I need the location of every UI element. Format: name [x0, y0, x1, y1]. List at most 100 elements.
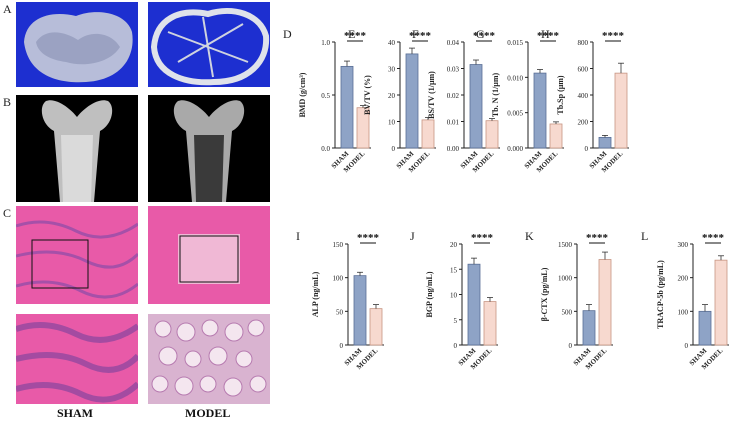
chart-i-sig-label: **** — [357, 232, 380, 244]
chart-k-bar-sham — [582, 310, 596, 346]
chart-g-bar-sham — [533, 72, 547, 149]
chart-e-sig-label: **** — [409, 30, 432, 42]
chart-j-bar-model — [483, 301, 497, 346]
chart-d-tick-label: 1.0 — [321, 39, 330, 47]
chart-e-ylabel: BV/TV (%) — [363, 75, 372, 115]
chart-g-panel-label: G — [476, 27, 485, 41]
chart-h-bar-sham — [598, 136, 612, 149]
chart-k-sig-label: **** — [586, 232, 609, 244]
chart-e-tick-label: 30 — [388, 66, 396, 74]
chart-e-tick-label: 0 — [392, 145, 396, 153]
chart-h-sig-label: **** — [602, 30, 625, 42]
chart-j-tick-label: 10 — [450, 292, 458, 300]
chart-j-tick-label: 20 — [450, 241, 458, 249]
chart-k-tick-label: 0 — [569, 342, 573, 350]
he-model-zoom-texture — [151, 319, 267, 397]
chart-d-panel-label: D — [283, 27, 292, 41]
chart-l-bar-model — [714, 259, 728, 346]
chart-f-tick-label: 0.03 — [447, 66, 460, 74]
chart-g-sig-label: **** — [537, 30, 560, 42]
chart-e-bar-sham — [405, 53, 419, 149]
he-model-texture — [178, 234, 240, 284]
chart-k-tick-label: 500 — [562, 308, 573, 316]
chart-d-sig-label: **** — [344, 30, 367, 42]
chart-l-sig-label: **** — [702, 232, 725, 244]
chart-i-tick-label: 0 — [340, 342, 344, 350]
chart-i-tick-label: 100 — [333, 275, 344, 283]
chart-i-bar-model — [369, 308, 383, 346]
chart-f-tick-label: 0.01 — [447, 119, 460, 127]
chart-f-tick-label: 0.00 — [447, 145, 460, 153]
chart-e-bar-model — [421, 119, 435, 149]
chart-l-tick-label: 100 — [678, 308, 689, 316]
xray-sham-image — [16, 95, 138, 202]
panel-label-c: C — [3, 206, 12, 220]
microct-sham-bone — [24, 12, 133, 83]
panel-label-b: B — [3, 95, 12, 109]
chart-j-tick-label: 0 — [454, 342, 458, 350]
chart-f-ylabel: BS/TV (1/μm) — [427, 71, 436, 119]
chart-h-ylabel: Tb.Sp (μm) — [556, 75, 565, 115]
chart-f-bar-sham — [469, 64, 483, 149]
chart-h-tick-label: 200 — [578, 119, 589, 127]
chart-h-panel-label: H — [541, 27, 550, 41]
chart-j-tick-label: 15 — [450, 266, 458, 274]
microct-model-image — [148, 2, 270, 87]
chart-e-tick-label: 10 — [388, 119, 396, 127]
chart-i-panel-label: I — [296, 229, 300, 243]
chart-l-tick-label: 200 — [678, 275, 689, 283]
he-model-high-mag — [148, 314, 270, 404]
chart-l-tick-label: 0 — [685, 342, 689, 350]
chart-g-tick-label: 0.000 — [507, 145, 523, 153]
chart-k-ylabel: β-CTX (pg/mL) — [540, 267, 549, 321]
chart-h-tick-label: 800 — [578, 39, 589, 47]
chart-i-ylabel: ALP (ng/mL) — [311, 271, 320, 317]
chart-d-ylabel: BMD (g/cm³) — [298, 72, 307, 117]
chart-h-tick-label: 600 — [578, 66, 589, 74]
chart-d-bar-sham — [340, 65, 354, 149]
chart-e-panel-label: E — [348, 27, 355, 41]
chart-h-bar-model — [614, 72, 628, 149]
xray-sham-femur — [41, 100, 113, 202]
chart-i-tick-label: 150 — [333, 241, 344, 249]
chart-g-tick-label: 0.015 — [507, 39, 523, 47]
he-model-low-mag — [148, 206, 270, 304]
chart-k-tick-label: 1000 — [558, 275, 573, 283]
chart-j-sig-label: **** — [471, 232, 494, 244]
chart-i-tick-label: 50 — [336, 308, 344, 316]
chart-g-tick-label: 0.010 — [507, 74, 523, 82]
chart-g-ylabel: Tb. N (1/μm) — [491, 73, 500, 118]
chart-j-bar-sham — [467, 263, 481, 346]
he-sham-zoom-texture — [16, 322, 138, 403]
xray-model-image — [148, 95, 270, 202]
chart-f-bar-model — [485, 120, 499, 149]
chart-l-tick-label: 300 — [678, 241, 689, 249]
chart-j-panel-label: J — [410, 229, 415, 243]
he-sham-texture — [16, 220, 138, 299]
chart-g-bar-model — [549, 123, 563, 149]
chart-d-tick-label: 0.5 — [321, 92, 330, 100]
chart-e-tick-label: 40 — [388, 39, 396, 47]
chart-f-tick-label: 0.04 — [447, 39, 460, 47]
chart-j-ylabel: BGP (ng/mL) — [425, 271, 434, 317]
he-sham-high-mag — [16, 314, 138, 404]
panel-label-a: A — [3, 2, 12, 16]
chart-l-panel-label: L — [641, 229, 648, 243]
chart-f-sig-label: **** — [473, 30, 496, 42]
chart-l-bar-sham — [698, 310, 712, 346]
chart-f-panel-label: F — [412, 27, 419, 41]
chart-l-ylabel: TRACP-5b (pg/mL) — [656, 260, 665, 329]
chart-j-tick-label: 5 — [454, 317, 458, 325]
chart-i-bar-sham — [353, 275, 367, 346]
xray-model-femur — [173, 100, 245, 202]
chart-e-tick-label: 20 — [388, 92, 396, 100]
he-sham-low-mag — [16, 206, 138, 304]
chart-k-tick-label: 1500 — [558, 241, 573, 249]
group-label-model: MODEL — [185, 406, 231, 420]
chart-h-tick-label: 400 — [578, 92, 589, 100]
microct-model-bone — [150, 8, 270, 86]
chart-k-panel-label: K — [525, 229, 534, 243]
chart-f-tick-label: 0.02 — [447, 92, 460, 100]
chart-h-tick-label: 0 — [585, 145, 589, 153]
